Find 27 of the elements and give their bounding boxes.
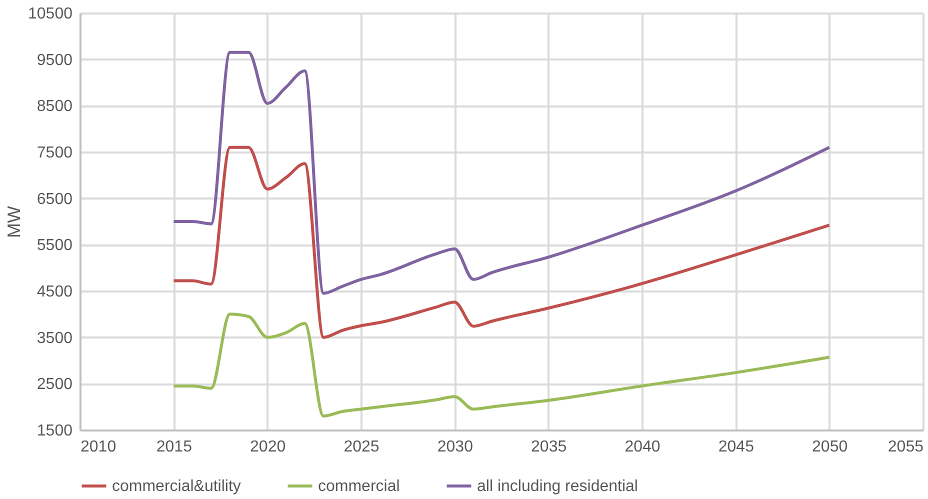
y-tick-label: 8500 (36, 98, 73, 116)
y-tick-label: 9500 (36, 52, 73, 69)
x-tick-label: 2030 (437, 438, 474, 456)
x-tick-label: 2040 (624, 438, 660, 456)
y-tick-label: 3500 (36, 330, 73, 347)
line-series (172, 312, 831, 418)
legend-label: commercial&utility (112, 478, 241, 495)
x-tick-label: 2010 (80, 438, 116, 456)
line-series (172, 50, 831, 295)
y-tick-label: 5500 (36, 237, 73, 254)
y-tick-label: 2500 (36, 376, 73, 394)
x-tick-label: 2035 (531, 438, 567, 456)
x-tick-label: 2020 (250, 438, 286, 456)
x-tick-label: 2045 (718, 438, 754, 456)
legend-label: all including residential (477, 478, 638, 495)
x-tick-label: 2025 (344, 438, 380, 456)
x-tick-label: 2050 (812, 438, 848, 456)
x-tick-label: 2015 (156, 438, 192, 456)
y-tick-label: 6500 (36, 190, 73, 208)
y-tick-label: 1500 (36, 422, 73, 440)
legend-label: commercial (318, 478, 400, 495)
y-axis-title: MW (4, 206, 24, 238)
y-tick-label: 7500 (36, 144, 73, 162)
y-tick-label: 4500 (36, 284, 73, 300)
x-tick-label: 2055 (888, 438, 924, 456)
y-tick-label: 10500 (28, 6, 73, 22)
line-series (172, 146, 831, 339)
